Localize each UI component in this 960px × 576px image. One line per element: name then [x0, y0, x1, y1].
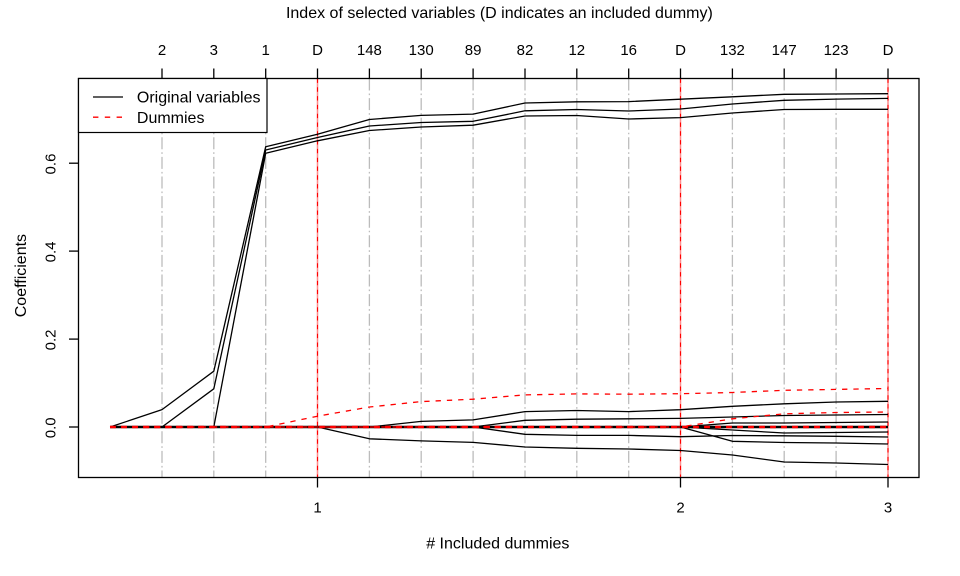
svg-text:130: 130	[409, 42, 434, 59]
svg-text:Dummies: Dummies	[137, 110, 205, 127]
svg-text:0.2: 0.2	[43, 329, 60, 350]
svg-text:123: 123	[824, 42, 849, 59]
svg-text:147: 147	[772, 42, 797, 59]
svg-text:3: 3	[210, 42, 218, 59]
svg-text:# Included dummies: # Included dummies	[426, 536, 569, 553]
svg-text:D: D	[675, 42, 686, 59]
svg-text:Original variables: Original variables	[137, 90, 261, 107]
svg-text:0.4: 0.4	[43, 241, 60, 262]
svg-text:0.0: 0.0	[43, 417, 60, 438]
svg-text:132: 132	[720, 42, 745, 59]
svg-text:3: 3	[884, 500, 892, 517]
svg-text:0.6: 0.6	[43, 154, 60, 175]
svg-text:12: 12	[568, 42, 585, 59]
svg-text:16: 16	[620, 42, 637, 59]
svg-text:89: 89	[465, 42, 482, 59]
svg-text:148: 148	[357, 42, 382, 59]
svg-text:1: 1	[262, 42, 270, 59]
svg-text:Coefficients: Coefficients	[13, 234, 30, 317]
svg-text:Index of selected variables (D: Index of selected variables (D indicates…	[286, 5, 713, 22]
svg-text:D: D	[883, 42, 894, 59]
svg-text:2: 2	[158, 42, 166, 59]
svg-text:82: 82	[517, 42, 534, 59]
svg-text:1: 1	[313, 500, 321, 517]
svg-text:2: 2	[676, 500, 684, 517]
svg-text:D: D	[312, 42, 323, 59]
